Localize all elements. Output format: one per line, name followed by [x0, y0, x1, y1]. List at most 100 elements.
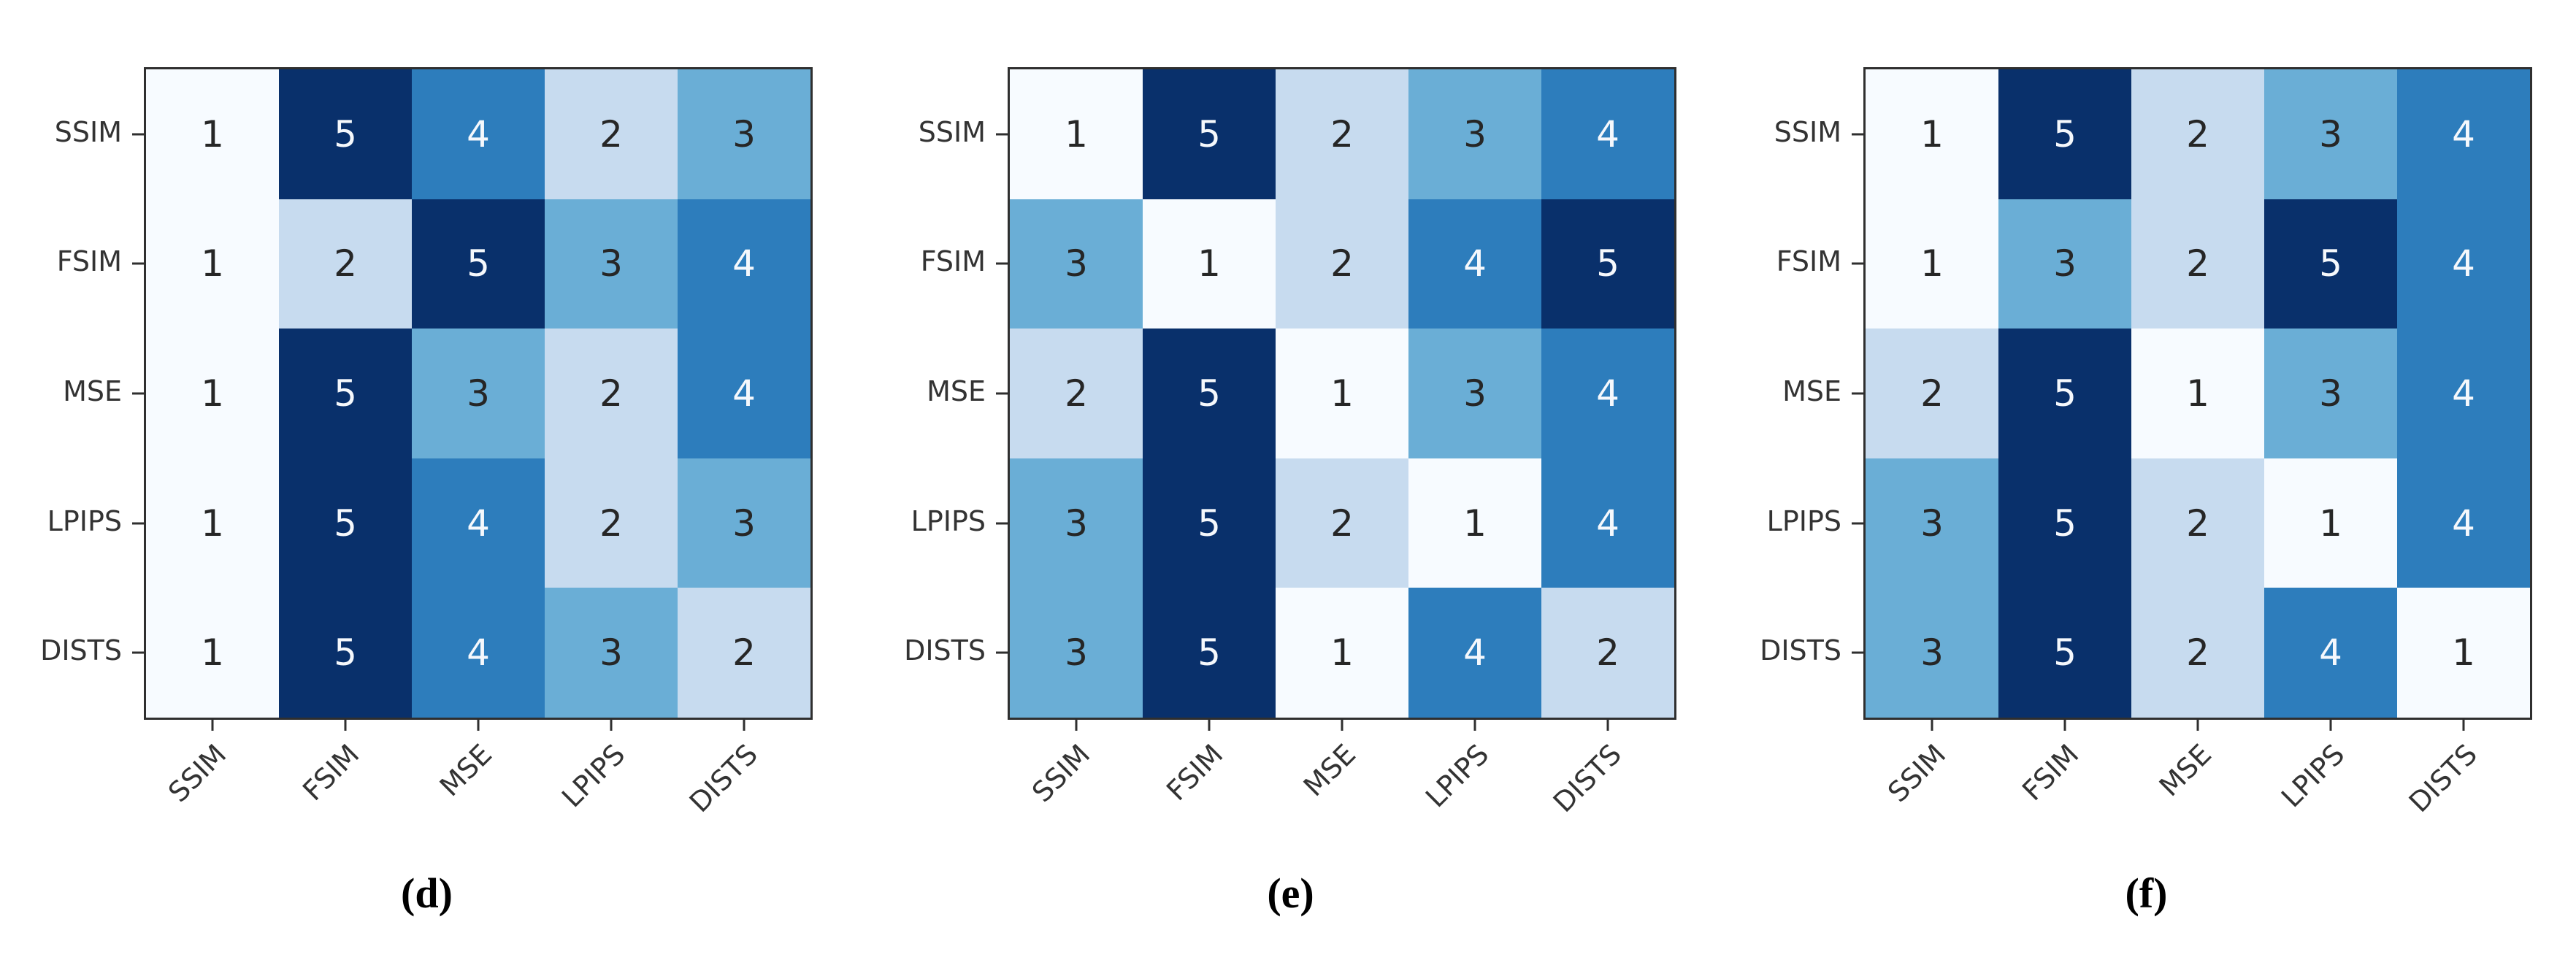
heatmap-cell: 3 [1010, 458, 1143, 588]
heatmap-cell: 5 [1143, 69, 1276, 199]
y-tick-mark [132, 262, 144, 265]
y-tick-mark [132, 522, 144, 525]
y-tick-label: FSIM [920, 245, 986, 278]
heatmap-grid-f: 1 5 2 3 4 1 3 2 5 4 2 5 1 3 4 3 5 2 1 4 3 5 2 4 1 SSIM FSIM MSE LPIP… [1852, 67, 2532, 818]
y-tick-mark [996, 262, 1008, 265]
heatmap-cell: 2 [1276, 69, 1408, 199]
x-tick-mark [2329, 718, 2332, 731]
y-tick-label: MSE [1782, 375, 1841, 407]
y-tick-label: MSE [927, 375, 986, 407]
heatmap-cell: 5 [1143, 588, 1276, 718]
heatmap-cell: 2 [1010, 329, 1143, 458]
heatmap-cell: 3 [2264, 329, 2397, 458]
heatmap-cell: 1 [146, 458, 279, 588]
heatmap-cell: 2 [2131, 199, 2264, 329]
heatmap-cell: 1 [1143, 199, 1276, 329]
heatmap-cell: 2 [1541, 588, 1674, 718]
y-tick-label: FSIM [1776, 245, 1841, 278]
x-tick-mark [1931, 718, 1933, 731]
y-tick-label: SSIM [54, 115, 122, 148]
heatmap-cell: 3 [545, 588, 678, 718]
heatmap-cell: 1 [146, 329, 279, 458]
x-tick-label: DISTS [683, 738, 764, 819]
heatmap-cell: 1 [1866, 199, 1998, 329]
x-tick-label: MSE [433, 738, 499, 803]
x-tick-mark [477, 718, 480, 731]
y-axis-d: SSIM FSIM MSE LPIPS DISTS [40, 67, 144, 715]
heatmap-cell: 1 [1408, 458, 1541, 588]
y-tick-label: LPIPS [1766, 504, 1841, 537]
heatmap-cell: 5 [2264, 199, 2397, 329]
x-tick-label: SSIM [161, 738, 233, 809]
y-tick-label: DISTS [1760, 634, 1841, 667]
y-tick-mark [1852, 522, 1863, 525]
heatmap-cell: 1 [1866, 69, 1998, 199]
heatmap-cell: 1 [146, 199, 279, 329]
heatmap-cell: 2 [2131, 69, 2264, 199]
x-tick-mark [743, 718, 745, 731]
heatmap-cell: 2 [545, 69, 678, 199]
y-tick-mark [996, 392, 1008, 395]
x-tick-label: LPIPS [555, 738, 632, 814]
x-tick-mark [1473, 718, 1476, 731]
heatmap-cell: 4 [2397, 199, 2530, 329]
heatmap-cell: 2 [678, 588, 810, 718]
y-tick-mark [996, 651, 1008, 654]
heatmap-cell: 3 [1010, 588, 1143, 718]
x-tick-mark [2063, 718, 2066, 731]
heatmap-cell: 5 [279, 588, 412, 718]
heatmap-cell: 5 [1143, 458, 1276, 588]
heatmap-cell: 4 [412, 588, 545, 718]
x-tick-mark [1208, 718, 1211, 731]
y-tick-mark [1852, 392, 1863, 395]
x-tick-mark [1075, 718, 1078, 731]
y-tick-label: SSIM [918, 115, 986, 148]
heatmap-grid-d: 1 5 4 2 3 1 2 5 3 4 1 5 3 2 4 1 5 4 2 3 1 5 4 3 2 SSIM FSIM MSE LPIP… [132, 67, 813, 818]
figure-caption-e: (e) [1267, 869, 1314, 917]
heatmap-grid-e: 1 5 2 3 4 3 1 2 4 5 2 5 1 3 4 3 5 2 1 4 3 5 1 4 2 SSIM FSIM MSE LPIP… [996, 67, 1676, 818]
heatmap-cell: 1 [1010, 69, 1143, 199]
heatmap-cell: 4 [1541, 69, 1674, 199]
heatmap-cell: 3 [1010, 199, 1143, 329]
y-tick-mark [1852, 651, 1863, 654]
y-tick-mark [132, 133, 144, 136]
heatmap-cell: 2 [545, 329, 678, 458]
y-axis-f: SSIM FSIM MSE LPIPS DISTS [1760, 67, 1863, 715]
heatmap-cell: 1 [2397, 588, 2530, 718]
x-tick-mark [344, 718, 347, 731]
heatmap-cell: 1 [146, 69, 279, 199]
heatmap-cell: 3 [1408, 329, 1541, 458]
heatmap-cell: 2 [1276, 458, 1408, 588]
figure-caption-d: (d) [401, 869, 453, 917]
heatmap-cell: 5 [279, 69, 412, 199]
heatmap-cell: 5 [1143, 329, 1276, 458]
y-tick-mark [1852, 262, 1863, 265]
heatmap-cell: 4 [412, 458, 545, 588]
heatmap-cell: 3 [545, 199, 678, 329]
heatmap-cell: 2 [1866, 329, 1998, 458]
heatmap-cell: 2 [279, 199, 412, 329]
y-tick-mark [132, 392, 144, 395]
heatmap-cell: 1 [2264, 458, 2397, 588]
x-tick-mark [1341, 718, 1343, 731]
heatmap-cell: 4 [1541, 458, 1674, 588]
heatmap-cell: 5 [1998, 69, 2131, 199]
heatmap-cell: 3 [1408, 69, 1541, 199]
heatmap-cell: 5 [1998, 588, 2131, 718]
heatmap-cell: 4 [2264, 588, 2397, 718]
x-tick-mark [610, 718, 613, 731]
heatmap-cell: 1 [146, 588, 279, 718]
x-tick-label: SSIM [1025, 738, 1097, 809]
heatmap-cell: 1 [1276, 329, 1408, 458]
heatmap-cell: 1 [1276, 588, 1408, 718]
heatmap-cell: 5 [279, 458, 412, 588]
heatmap-cell: 5 [1541, 199, 1674, 329]
x-tick-label: FSIM [2015, 738, 2085, 807]
heatmap-cell: 3 [678, 458, 810, 588]
heatmap-cell: 4 [2397, 329, 2530, 458]
heatmap-cell: 2 [1276, 199, 1408, 329]
heatmap-cell: 3 [2264, 69, 2397, 199]
